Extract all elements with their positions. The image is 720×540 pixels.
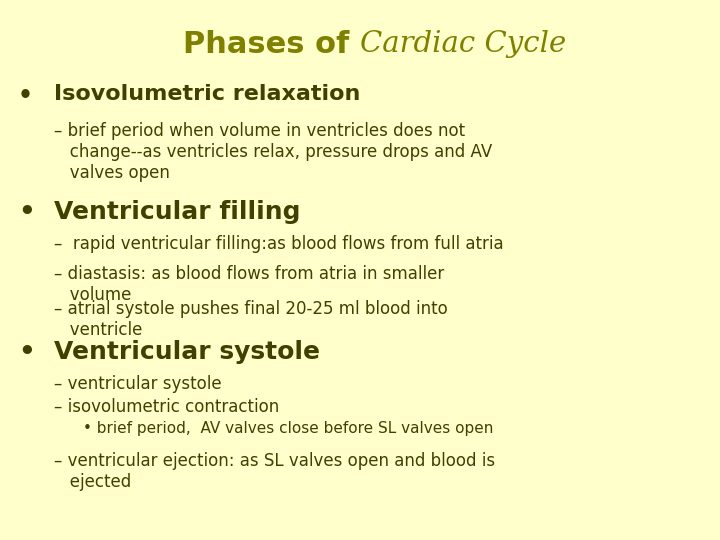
Text: – ventricular systole: – ventricular systole [54,375,222,393]
Text: •: • [18,200,35,226]
Text: •: • [18,340,35,366]
Text: – isovolumetric contraction: – isovolumetric contraction [54,398,279,416]
Text: Isovolumetric relaxation: Isovolumetric relaxation [54,84,361,104]
Text: • brief period,  AV valves close before SL valves open: • brief period, AV valves close before S… [83,421,493,436]
Text: Ventricular systole: Ventricular systole [54,340,320,364]
Text: Ventricular filling: Ventricular filling [54,200,300,224]
Text: Cardiac Cycle: Cardiac Cycle [360,30,566,58]
Text: – ventricular ejection: as SL valves open and blood is
   ejected: – ventricular ejection: as SL valves ope… [54,452,495,491]
Text: •: • [18,84,33,107]
Text: –  rapid ventricular filling:as blood flows from full atria: – rapid ventricular filling:as blood flo… [54,235,503,253]
Text: Phases of: Phases of [183,30,360,59]
Text: – brief period when volume in ventricles does not
   change--as ventricles relax: – brief period when volume in ventricles… [54,122,492,183]
Text: – atrial systole pushes final 20-25 ml blood into
   ventricle: – atrial systole pushes final 20-25 ml b… [54,300,448,339]
Text: – diastasis: as blood flows from atria in smaller
   volume: – diastasis: as blood flows from atria i… [54,265,444,304]
